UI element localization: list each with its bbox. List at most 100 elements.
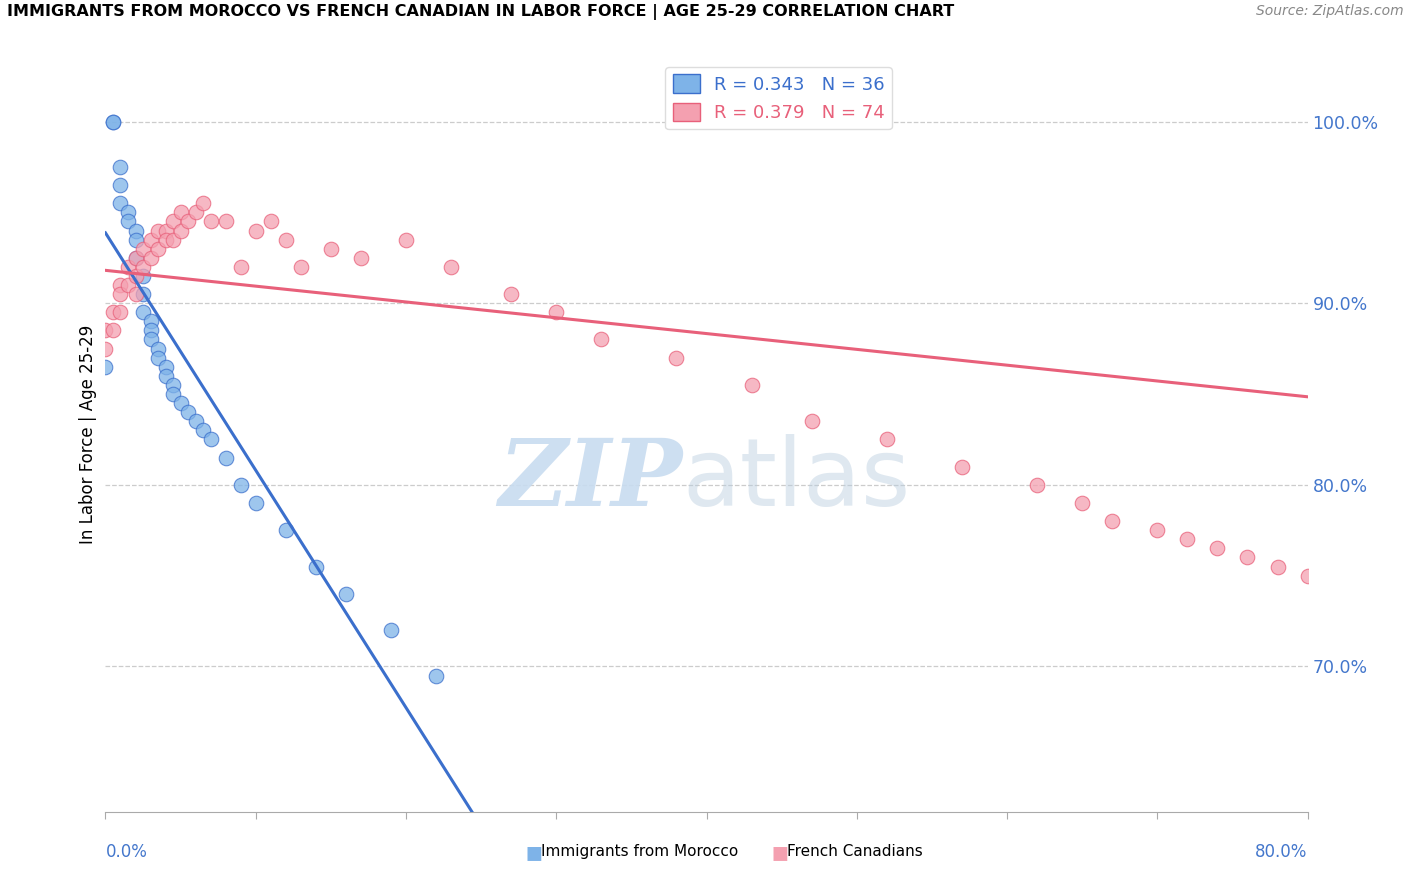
Point: [117, 205, 139, 219]
Point: [169, 396, 191, 410]
Point: [274, 523, 297, 537]
Point: [110, 287, 132, 301]
Point: [124, 287, 146, 301]
Point: [1206, 541, 1229, 556]
Point: [876, 433, 898, 447]
Point: [124, 251, 146, 265]
Point: [200, 433, 222, 447]
Point: [101, 114, 124, 128]
Point: [110, 196, 132, 211]
Text: atlas: atlas: [682, 434, 911, 526]
Point: [335, 587, 357, 601]
Point: [169, 205, 191, 219]
Point: [800, 414, 823, 428]
Point: [110, 278, 132, 293]
Point: [162, 387, 184, 401]
Point: [94, 359, 117, 374]
Text: ▪: ▪: [770, 838, 790, 866]
Text: Immigrants from Morocco: Immigrants from Morocco: [541, 845, 738, 859]
Point: [546, 305, 568, 319]
Point: [501, 287, 523, 301]
Text: Source: ZipAtlas.com: Source: ZipAtlas.com: [1256, 4, 1403, 19]
Point: [110, 305, 132, 319]
Point: [132, 260, 155, 274]
Point: [101, 114, 124, 128]
Point: [184, 205, 207, 219]
Point: [117, 260, 139, 274]
Point: [1296, 568, 1319, 582]
Point: [245, 223, 267, 237]
Point: [110, 178, 132, 193]
Point: [290, 260, 312, 274]
Point: [132, 242, 155, 256]
Point: [162, 214, 184, 228]
Point: [191, 423, 214, 437]
Point: [117, 214, 139, 228]
Point: [117, 278, 139, 293]
Point: [229, 477, 252, 491]
Text: 0.0%: 0.0%: [105, 843, 148, 861]
Point: [139, 323, 162, 337]
Point: [229, 260, 252, 274]
Point: [319, 242, 342, 256]
Text: ZIP: ZIP: [498, 435, 682, 525]
Point: [124, 223, 146, 237]
Point: [155, 359, 177, 374]
Point: [132, 305, 155, 319]
Point: [1326, 577, 1348, 591]
Point: [1267, 559, 1289, 574]
Point: [155, 233, 177, 247]
Point: [1146, 523, 1168, 537]
Point: [440, 260, 463, 274]
Point: [350, 251, 373, 265]
Point: [177, 214, 200, 228]
Point: [1386, 614, 1406, 628]
Point: [1357, 596, 1379, 610]
Point: [305, 559, 328, 574]
Point: [124, 268, 146, 283]
Point: [162, 378, 184, 392]
Point: [214, 214, 236, 228]
Point: [191, 196, 214, 211]
Point: [1236, 550, 1258, 565]
Point: [101, 323, 124, 337]
Point: [162, 233, 184, 247]
Point: [124, 233, 146, 247]
Point: [155, 223, 177, 237]
Point: [139, 233, 162, 247]
Point: [132, 287, 155, 301]
Point: [1071, 496, 1094, 510]
Point: [214, 450, 236, 465]
Text: ▪: ▪: [524, 838, 544, 866]
Text: IMMIGRANTS FROM MOROCCO VS FRENCH CANADIAN IN LABOR FORCE | AGE 25-29 CORRELATIO: IMMIGRANTS FROM MOROCCO VS FRENCH CANADI…: [7, 4, 955, 21]
Point: [146, 242, 169, 256]
Point: [741, 378, 763, 392]
Point: [132, 268, 155, 283]
Text: 80.0%: 80.0%: [1256, 843, 1308, 861]
Text: French Canadians: French Canadians: [787, 845, 924, 859]
Point: [425, 668, 447, 682]
Legend: R = 0.343   N = 36, R = 0.379   N = 74: R = 0.343 N = 36, R = 0.379 N = 74: [665, 67, 891, 129]
Point: [1026, 477, 1049, 491]
Point: [146, 342, 169, 356]
Point: [1175, 533, 1198, 547]
Point: [139, 251, 162, 265]
Point: [94, 323, 117, 337]
Point: [591, 333, 613, 347]
Point: [124, 251, 146, 265]
Point: [665, 351, 688, 365]
Point: [177, 405, 200, 419]
Point: [274, 233, 297, 247]
Point: [146, 351, 169, 365]
Point: [146, 223, 169, 237]
Point: [950, 459, 973, 474]
Point: [245, 496, 267, 510]
Point: [395, 233, 418, 247]
Point: [139, 333, 162, 347]
Point: [155, 368, 177, 383]
Point: [101, 305, 124, 319]
Y-axis label: In Labor Force | Age 25-29: In Labor Force | Age 25-29: [79, 326, 97, 544]
Point: [110, 160, 132, 174]
Point: [94, 342, 117, 356]
Point: [260, 214, 283, 228]
